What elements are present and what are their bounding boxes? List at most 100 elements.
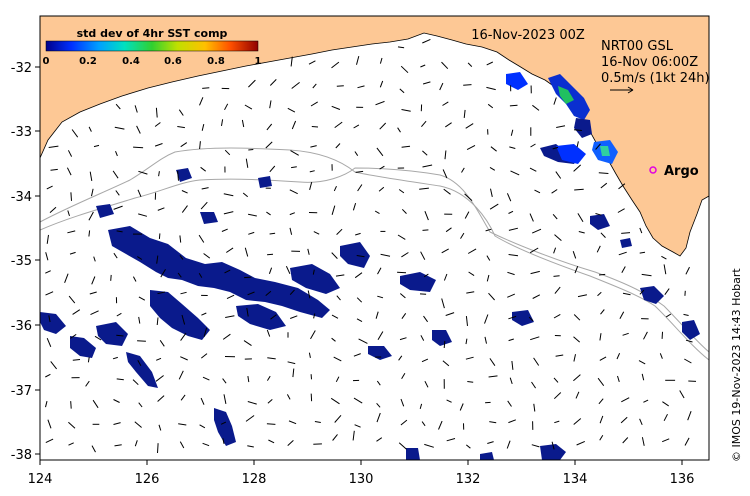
current-vector — [132, 379, 139, 386]
current-vector — [180, 142, 188, 148]
current-vector — [598, 172, 609, 174]
current-time: 16-Nov 06:00Z — [601, 55, 698, 70]
current-vector — [641, 273, 652, 277]
current-vector — [66, 167, 72, 176]
current-vector — [113, 422, 121, 425]
current-vector — [379, 165, 385, 170]
current-vector — [467, 248, 477, 254]
current-vector — [113, 205, 123, 210]
current-vector — [443, 188, 451, 195]
current-vector — [355, 232, 361, 236]
current-vector — [88, 211, 94, 221]
current-vector — [241, 119, 245, 128]
current-vector — [292, 368, 295, 378]
current-vector — [576, 440, 586, 446]
current-vector — [376, 380, 381, 386]
current-vector — [331, 105, 341, 110]
current-vector — [45, 291, 54, 296]
current-vector — [374, 210, 380, 215]
current-vector — [575, 391, 580, 399]
current-vector — [485, 228, 492, 232]
current-vector — [376, 437, 383, 442]
current-vector — [639, 227, 643, 234]
current-vector — [45, 373, 51, 378]
current-vector — [530, 336, 540, 341]
current-vector — [180, 332, 187, 341]
current-vector — [533, 403, 536, 412]
current-vector — [356, 255, 365, 258]
current-vector — [529, 247, 539, 254]
current-vector — [507, 400, 512, 407]
y-tick-label: -33 — [11, 125, 32, 140]
current-vector — [441, 298, 445, 309]
current-vector — [397, 234, 406, 240]
current-vector — [134, 105, 138, 113]
y-tick-label: -36 — [11, 319, 32, 334]
current-vector — [597, 291, 602, 297]
current-vector — [223, 211, 234, 215]
current-vector — [464, 211, 470, 219]
current-vector — [269, 100, 272, 109]
current-vector — [154, 122, 161, 127]
current-vector — [160, 268, 166, 278]
current-vector — [401, 372, 406, 379]
current-vector — [554, 286, 561, 294]
current-vector — [643, 331, 648, 340]
current-vector — [266, 375, 271, 381]
current-vector — [202, 87, 210, 89]
current-vector — [336, 295, 341, 301]
current-vector — [486, 255, 491, 261]
current-vector — [357, 85, 365, 89]
current-vector — [401, 252, 409, 258]
current-vector — [463, 84, 472, 86]
current-vector — [639, 289, 645, 295]
current-vector — [267, 399, 273, 404]
current-vector — [267, 253, 274, 256]
current-vector — [138, 213, 148, 217]
current-vector — [331, 252, 338, 259]
current-vector — [332, 434, 338, 441]
current-vector — [138, 170, 148, 175]
current-vector — [179, 235, 182, 243]
y-tick-label: -35 — [11, 254, 32, 269]
current-vector — [307, 248, 310, 255]
current-vector — [91, 276, 96, 285]
current-vector — [333, 356, 342, 362]
current-vector — [508, 227, 519, 231]
current-vector — [201, 123, 205, 131]
current-vector — [509, 377, 513, 385]
current-vector — [378, 186, 385, 192]
x-tick-label: 130 — [349, 472, 374, 487]
current-vector — [226, 294, 235, 300]
y-tick-label: -37 — [11, 384, 32, 399]
current-vector — [137, 340, 146, 342]
current-vector — [113, 252, 118, 259]
current-vector — [200, 397, 205, 405]
current-vector — [442, 101, 449, 106]
current-vector — [220, 421, 227, 425]
current-vector — [290, 150, 299, 156]
current-vector — [181, 190, 188, 194]
current-vector — [489, 421, 497, 424]
current-vector — [400, 419, 408, 426]
current-vector — [221, 228, 228, 232]
current-vector — [621, 397, 630, 403]
current-vector — [181, 205, 188, 213]
colorbar-title: std dev of 4hr SST comp — [77, 27, 228, 40]
current-vector — [664, 288, 670, 295]
current-vector — [573, 129, 582, 131]
current-vector — [244, 276, 252, 279]
current-vector — [488, 292, 495, 301]
current-vector — [177, 272, 182, 278]
current-vector — [679, 390, 685, 399]
current-vector — [661, 255, 667, 260]
current-vector — [466, 144, 476, 151]
current-product: NRT00 GSL — [601, 39, 674, 54]
current-vector — [621, 266, 626, 274]
current-vector — [269, 232, 276, 235]
colorbar-gradient — [45, 40, 259, 52]
current-vector — [420, 64, 426, 68]
current-vector — [89, 291, 97, 295]
current-vector — [248, 231, 255, 235]
current-vectors — [45, 38, 697, 454]
